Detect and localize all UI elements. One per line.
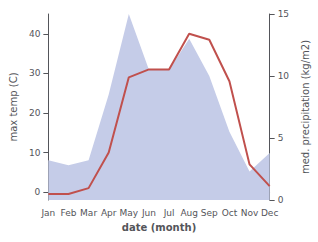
svg-text:Jan: Jan bbox=[40, 208, 55, 218]
svg-text:Jun: Jun bbox=[141, 208, 156, 218]
svg-text:20: 20 bbox=[29, 108, 41, 118]
svg-text:0: 0 bbox=[35, 187, 41, 197]
svg-text:5: 5 bbox=[278, 133, 284, 143]
svg-text:Dec: Dec bbox=[261, 208, 278, 218]
svg-text:Nov: Nov bbox=[241, 208, 259, 218]
svg-text:10: 10 bbox=[278, 71, 290, 81]
svg-text:Feb: Feb bbox=[61, 208, 77, 218]
svg-text:Aug: Aug bbox=[180, 208, 198, 218]
svg-text:May: May bbox=[120, 208, 139, 218]
svg-text:0: 0 bbox=[278, 195, 284, 205]
svg-text:Apr: Apr bbox=[101, 208, 117, 218]
svg-text:Jul: Jul bbox=[163, 208, 175, 218]
svg-text:40: 40 bbox=[29, 29, 41, 39]
svg-text:date (month): date (month) bbox=[122, 222, 196, 233]
svg-text:10: 10 bbox=[29, 148, 41, 158]
svg-text:max temp (C): max temp (C) bbox=[8, 72, 19, 141]
svg-text:15: 15 bbox=[278, 9, 289, 19]
svg-text:Sep: Sep bbox=[201, 208, 218, 218]
svg-text:Mar: Mar bbox=[80, 208, 97, 218]
svg-text:Oct: Oct bbox=[222, 208, 238, 218]
svg-text:30: 30 bbox=[29, 68, 41, 78]
svg-text:med. precipitation (kg/m2): med. precipitation (kg/m2) bbox=[300, 40, 311, 174]
